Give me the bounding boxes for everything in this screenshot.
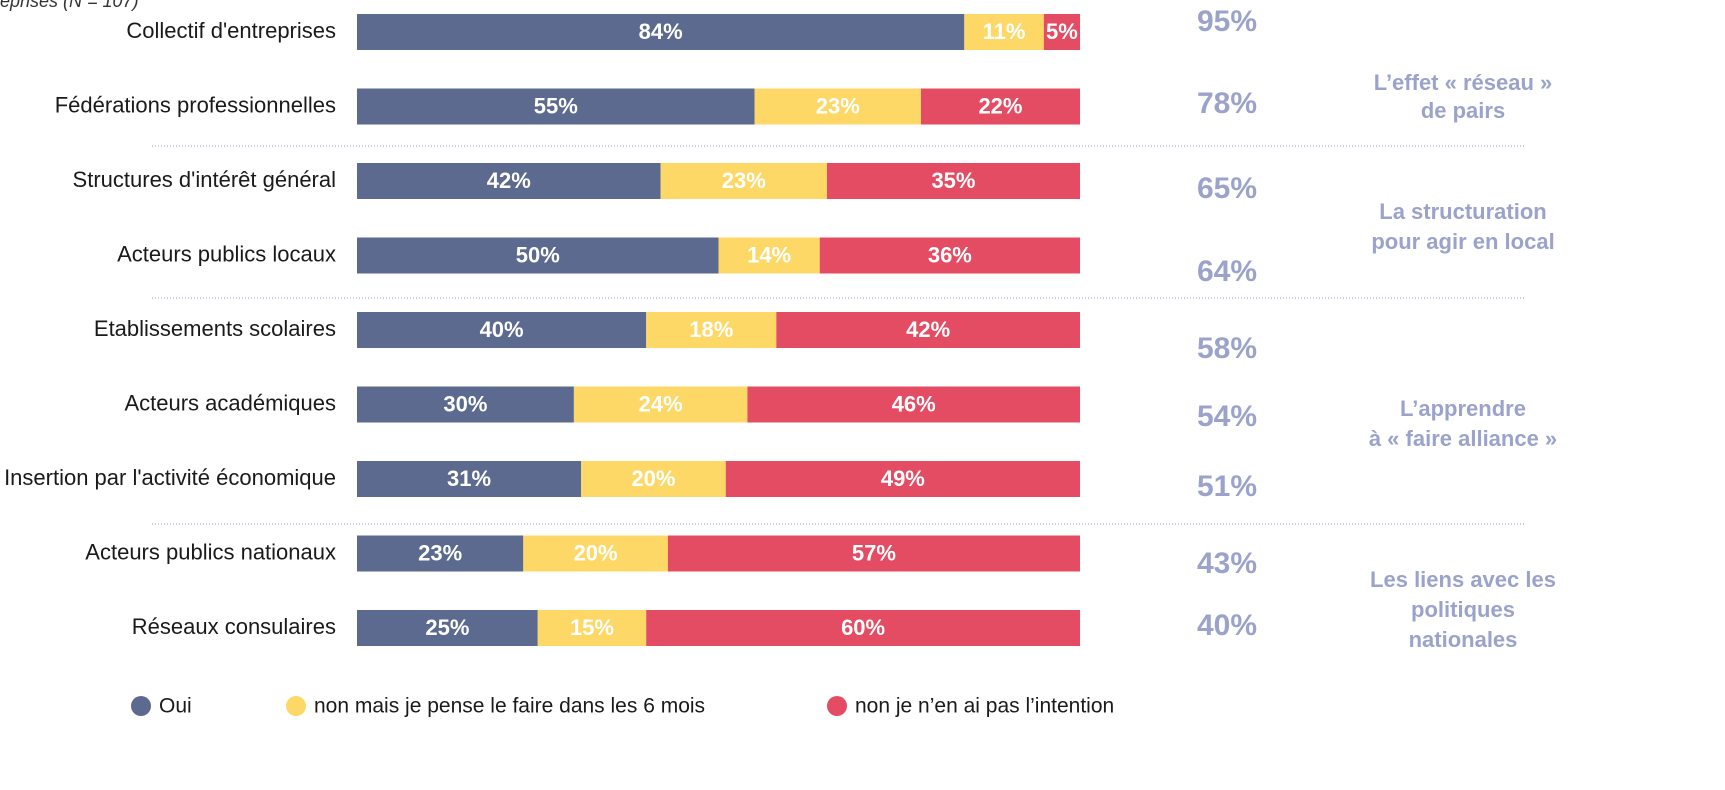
bar-segment — [725, 461, 1080, 497]
bar-segment — [754, 88, 921, 125]
bar-segment — [357, 386, 574, 423]
data-label: 57% — [852, 540, 896, 565]
data-label: 22% — [978, 93, 1022, 118]
bar-segment — [776, 312, 1080, 348]
bar-segment — [646, 610, 1080, 646]
annotation: pour agir en local — [1371, 229, 1554, 254]
data-label: 35% — [931, 168, 975, 193]
annotation: Les liens avec les — [1370, 567, 1556, 592]
bar-segment — [357, 14, 965, 50]
data-label: 60% — [841, 615, 885, 640]
total-label: 64% — [1197, 255, 1257, 288]
bar-segment — [646, 312, 777, 348]
bar-segment — [357, 237, 719, 274]
data-label: 36% — [928, 242, 972, 267]
total-label: 58% — [1197, 332, 1257, 365]
data-label: 42% — [906, 317, 950, 342]
legend-marker — [286, 696, 306, 716]
bar-segment — [357, 610, 538, 646]
data-label: 5% — [1046, 19, 1078, 44]
category-label: Etablissements scolaires — [94, 316, 336, 341]
total-label: 95% — [1197, 5, 1257, 38]
data-label: 30% — [443, 391, 487, 416]
data-label: 18% — [689, 317, 733, 342]
legend-marker — [131, 696, 151, 716]
bar-segment — [826, 163, 1080, 199]
category-label: Réseaux consulaires — [132, 614, 336, 639]
bar-segment — [660, 163, 827, 199]
category-label: Collectif d'entreprises — [126, 18, 336, 43]
bar-segment — [1043, 14, 1080, 50]
category-label: Structures d'intérêt général — [73, 167, 336, 192]
bar-segment — [964, 14, 1044, 50]
total-label: 54% — [1197, 400, 1257, 433]
bar-segment — [819, 237, 1080, 274]
legend-label: Oui — [159, 695, 192, 718]
bar-segment — [747, 386, 1080, 423]
bar-segment — [357, 461, 582, 497]
bar-segment — [537, 610, 647, 646]
category-label: Acteurs publics nationaux — [85, 539, 336, 564]
total-label: 78% — [1197, 87, 1257, 120]
data-label: 14% — [747, 242, 791, 267]
data-label: 24% — [639, 391, 683, 416]
bar-segment — [357, 88, 755, 125]
subtitle: eprises (N = 107) — [0, 0, 139, 11]
annotation: La structuration — [1379, 199, 1546, 224]
data-label: 20% — [631, 466, 675, 491]
annotation: à « faire alliance » — [1369, 426, 1557, 451]
bar-segment — [357, 163, 661, 199]
data-label: 15% — [570, 615, 614, 640]
data-label: 31% — [447, 466, 491, 491]
annotation: L’apprendre — [1400, 396, 1526, 421]
bar-segment — [920, 88, 1080, 125]
bar-segment — [573, 386, 748, 423]
total-label: 65% — [1197, 172, 1257, 205]
bar-segment — [357, 535, 524, 572]
data-label: 50% — [516, 242, 560, 267]
data-label: 25% — [425, 615, 469, 640]
data-label: 42% — [487, 168, 531, 193]
category-label: Fédérations professionnelles — [55, 92, 336, 117]
annotation: L’effet « réseau » — [1374, 70, 1553, 95]
data-label: 11% — [983, 19, 1026, 44]
category-label: Insertion par l'activité économique — [4, 465, 336, 490]
data-label: 84% — [639, 19, 683, 44]
annotation: nationales — [1409, 627, 1518, 652]
data-label: 55% — [534, 93, 578, 118]
category-label: Acteurs académiques — [124, 390, 336, 415]
bar-segment — [667, 535, 1080, 572]
legend-marker — [827, 696, 847, 716]
annotation: de pairs — [1421, 98, 1505, 123]
bar-segment — [718, 237, 820, 274]
total-label: 43% — [1197, 547, 1257, 580]
annotation: politiques — [1411, 597, 1515, 622]
legend-label: non je n’en ai pas l’intention — [855, 695, 1114, 718]
data-label: 20% — [574, 540, 618, 565]
data-label: 49% — [881, 466, 925, 491]
legend-label: non mais je pense le faire dans les 6 mo… — [314, 695, 705, 718]
data-label: 23% — [722, 168, 766, 193]
bar-segment — [357, 312, 647, 348]
total-label: 51% — [1197, 470, 1257, 503]
bar-segment — [581, 461, 726, 497]
data-label: 46% — [892, 391, 936, 416]
total-label: 40% — [1197, 609, 1257, 642]
bar-segment — [523, 535, 668, 572]
data-label: 23% — [816, 93, 860, 118]
category-label: Acteurs publics locaux — [117, 241, 336, 266]
data-label: 23% — [418, 540, 462, 565]
data-label: 40% — [480, 317, 524, 342]
